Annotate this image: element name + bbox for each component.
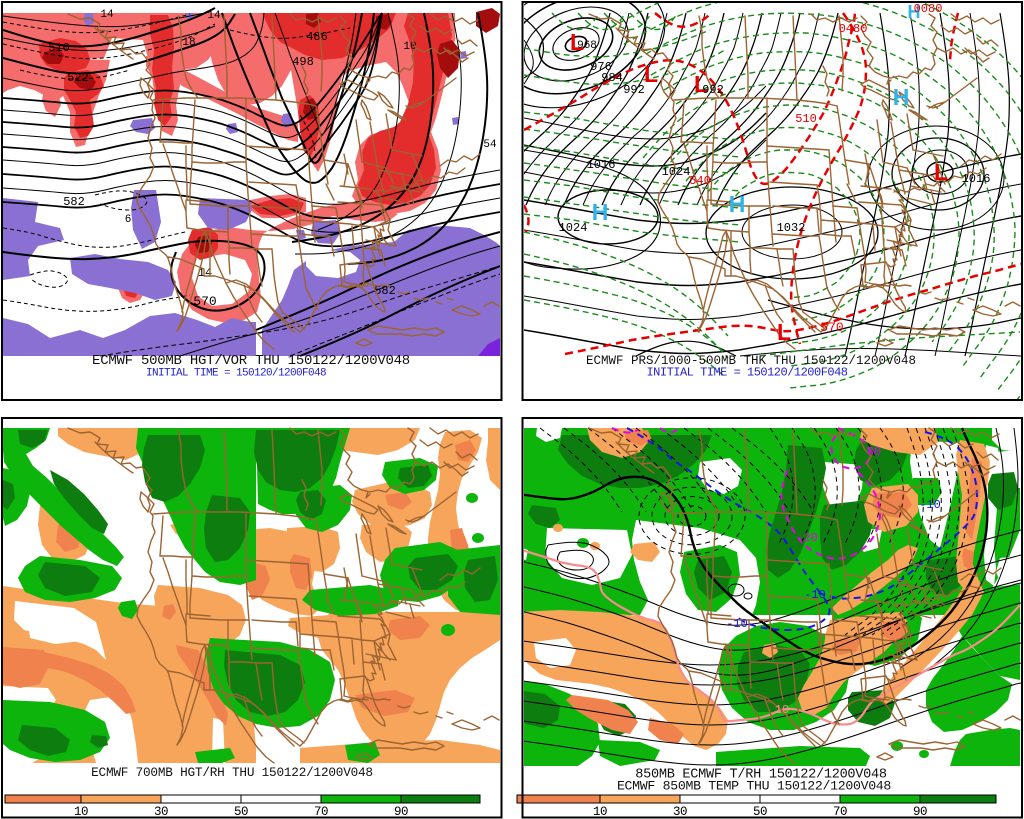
- svg-text:ECMWF 500MB HGT/VOR THU 150122: ECMWF 500MB HGT/VOR THU 150122/1200V048: [92, 353, 410, 369]
- svg-text:570: 570: [820, 320, 843, 335]
- svg-text:522: 522: [67, 71, 89, 85]
- svg-text:498: 498: [292, 55, 314, 69]
- svg-text:14: 14: [207, 10, 221, 22]
- svg-text:L: L: [570, 29, 584, 55]
- svg-text:L: L: [694, 71, 708, 97]
- svg-text:L: L: [644, 61, 658, 87]
- svg-text:582: 582: [63, 195, 85, 209]
- svg-text:ECMWF PRS/1000-500MB THK THU 1: ECMWF PRS/1000-500MB THK THU 150122/1200…: [586, 354, 916, 368]
- svg-text:992: 992: [702, 83, 724, 97]
- svg-text:L: L: [934, 159, 948, 185]
- svg-text:INITIAL TIME = 150120/1200F048: INITIAL TIME = 150120/1200F048: [146, 368, 326, 380]
- svg-text:510: 510: [795, 112, 817, 126]
- svg-text:-10: -10: [919, 498, 941, 512]
- svg-text:INITIAL TIME = 150120/1200F048: INITIAL TIME = 150120/1200F048: [646, 366, 847, 380]
- svg-text:18: 18: [182, 37, 195, 49]
- svg-text:H: H: [893, 84, 910, 110]
- svg-text:-10: -10: [726, 617, 748, 631]
- svg-text:1016: 1016: [587, 158, 616, 172]
- svg-text:50: 50: [753, 805, 767, 819]
- svg-text:1024: 1024: [559, 221, 588, 235]
- svg-text:30: 30: [154, 805, 168, 819]
- svg-text:10: 10: [74, 805, 88, 819]
- svg-text:510: 510: [48, 41, 70, 55]
- svg-text:54: 54: [483, 139, 497, 151]
- svg-text:1016: 1016: [962, 172, 991, 186]
- svg-text:540: 540: [689, 174, 711, 188]
- svg-text:0480: 0480: [839, 22, 868, 36]
- svg-text:ECMWF 700MB HGT/RH THU 150122/: ECMWF 700MB HGT/RH THU 150122/1200V048: [91, 765, 373, 780]
- svg-text:30: 30: [867, 445, 881, 459]
- svg-text:ECMWF 850MB TEMP THU 150122/12: ECMWF 850MB TEMP THU 150122/1200V048: [617, 779, 891, 794]
- svg-text:14: 14: [100, 9, 114, 21]
- svg-text:976: 976: [590, 60, 612, 74]
- svg-text:50: 50: [234, 805, 248, 819]
- svg-text:-10: -10: [804, 588, 826, 602]
- svg-text:90: 90: [913, 805, 927, 819]
- svg-text:L: L: [777, 319, 791, 345]
- svg-text:850MB ECMWF T/RH 150122/1200V0: 850MB ECMWF T/RH 150122/1200V048: [635, 768, 887, 783]
- svg-text:10: 10: [775, 703, 789, 717]
- svg-text:6: 6: [125, 214, 132, 226]
- svg-text:70: 70: [314, 805, 328, 819]
- svg-text:582: 582: [374, 284, 396, 298]
- svg-text:486: 486: [306, 30, 328, 44]
- svg-text:-20: -20: [796, 531, 818, 545]
- svg-text:H: H: [592, 199, 609, 225]
- svg-text:968: 968: [577, 40, 597, 52]
- svg-text:30: 30: [673, 805, 687, 819]
- svg-text:984: 984: [601, 71, 623, 85]
- svg-text:H: H: [729, 191, 746, 217]
- svg-text:10: 10: [593, 805, 607, 819]
- svg-text:0080: 0080: [914, 2, 943, 16]
- svg-text:H: H: [908, 2, 921, 22]
- svg-text:70: 70: [833, 805, 847, 819]
- svg-text:570: 570: [193, 294, 216, 309]
- svg-text:90: 90: [394, 805, 408, 819]
- svg-text:1032: 1032: [777, 221, 806, 235]
- svg-text:1024: 1024: [662, 165, 691, 179]
- svg-text:992: 992: [623, 83, 645, 97]
